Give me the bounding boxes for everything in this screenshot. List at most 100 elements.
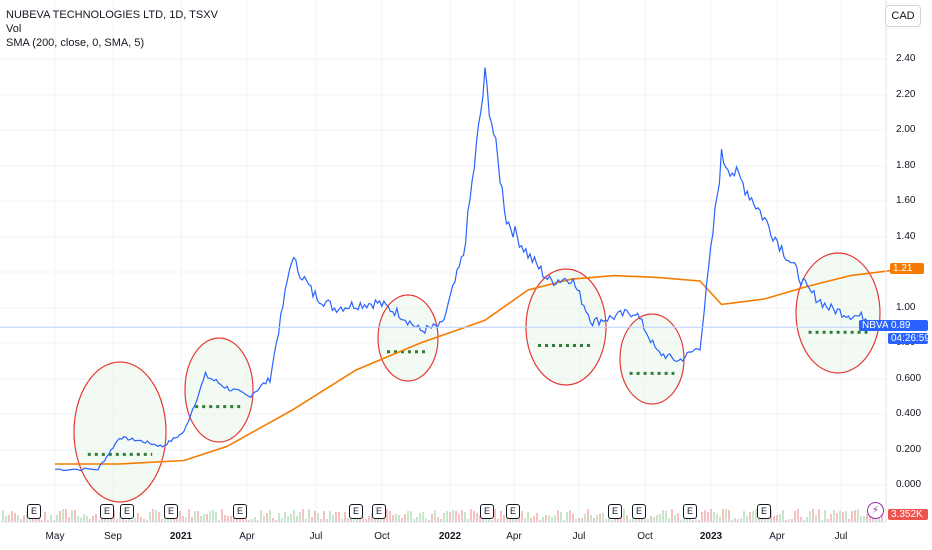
sma-line xyxy=(55,269,894,465)
volume-bar xyxy=(422,512,424,522)
volume-bar xyxy=(206,514,208,522)
volume-bar xyxy=(338,512,340,522)
volume-bar xyxy=(740,518,742,522)
earnings-marker[interactable]: E xyxy=(757,504,771,519)
volume-bar xyxy=(344,512,346,522)
currency-button[interactable]: CAD xyxy=(885,5,921,27)
volume-bar xyxy=(734,518,736,522)
earnings-marker[interactable]: E xyxy=(349,504,363,519)
volume-bar xyxy=(278,513,280,522)
x-tick-label: Jul xyxy=(572,531,586,542)
volume-bar xyxy=(374,518,376,522)
volume-bar xyxy=(155,510,157,522)
volume-bar xyxy=(809,511,811,522)
earnings-marker[interactable]: E xyxy=(120,504,134,519)
y-tick-label: 1.80 xyxy=(896,160,916,171)
volume-bar xyxy=(329,511,331,522)
volume-bar xyxy=(728,510,730,522)
earnings-marker[interactable]: E xyxy=(27,504,41,519)
volume-bar xyxy=(578,518,580,522)
volume-bar xyxy=(629,519,631,522)
volume-bar xyxy=(812,509,814,522)
volume-bar xyxy=(707,512,709,522)
volume-bar xyxy=(407,511,409,522)
earnings-marker[interactable]: E xyxy=(100,504,114,519)
volume-bar xyxy=(569,510,571,522)
volume-bar xyxy=(770,510,772,522)
volume-bar xyxy=(395,514,397,522)
volume-bar xyxy=(548,515,550,522)
volume-bar xyxy=(104,518,106,522)
volume-bar xyxy=(647,519,649,522)
y-tick-label: 0.200 xyxy=(896,444,922,455)
x-tick-label: Jul xyxy=(309,531,323,542)
volume-bar xyxy=(530,518,532,522)
volume-bar xyxy=(5,516,7,522)
x-tick-label: Oct xyxy=(374,531,390,542)
earnings-marker[interactable]: E xyxy=(608,504,622,519)
volume-bar xyxy=(554,515,556,522)
volume-bar xyxy=(848,519,850,522)
volume-bar xyxy=(311,517,313,522)
x-tick-label: May xyxy=(45,531,65,542)
volume-bar xyxy=(797,509,799,522)
volume-bar xyxy=(713,512,715,522)
chart-legend: NUBEVA TECHNOLOGIES LTD, 1D, TSXV Vol SM… xyxy=(6,8,218,50)
volume-bar xyxy=(128,517,130,522)
volume-bar xyxy=(656,515,658,522)
volume-bar xyxy=(335,512,337,522)
earnings-marker[interactable]: E xyxy=(632,504,646,519)
volume-bar xyxy=(845,511,847,522)
volume-bar xyxy=(755,509,757,522)
volume-bar xyxy=(401,518,403,522)
volume-bar xyxy=(704,510,706,522)
earnings-marker[interactable]: E xyxy=(164,504,178,519)
volume-bar xyxy=(611,520,613,522)
volume-bar xyxy=(614,519,616,522)
volume-bar xyxy=(581,518,583,522)
volume-bar xyxy=(563,520,565,522)
volume-bar xyxy=(47,520,49,522)
volume-bar xyxy=(254,517,256,522)
volume-bar xyxy=(146,520,148,522)
earnings-marker[interactable]: E xyxy=(683,504,697,519)
volume-bar xyxy=(863,516,865,522)
volume-bar xyxy=(737,519,739,522)
volume-bar xyxy=(215,512,217,522)
annotation-circle xyxy=(184,337,254,443)
volume-bar xyxy=(188,509,190,522)
volume-bar xyxy=(473,511,475,522)
y-tick-label: 2.20 xyxy=(896,89,916,100)
volume-bar xyxy=(503,515,505,522)
earnings-marker[interactable]: E xyxy=(480,504,494,519)
volume-bar xyxy=(41,520,43,522)
volume-bar xyxy=(203,514,205,522)
volume-bar xyxy=(368,516,370,522)
volume-bar xyxy=(785,520,787,522)
earnings-marker[interactable]: E xyxy=(506,504,520,519)
volume-bar xyxy=(32,519,34,522)
volume-bar xyxy=(23,515,25,522)
volume-bar xyxy=(842,512,844,522)
volume-bar xyxy=(851,511,853,522)
volume-bar xyxy=(257,520,259,522)
volume-bar xyxy=(209,511,211,522)
volume-bar xyxy=(731,520,733,522)
volume-bar xyxy=(149,512,151,522)
volume-bar xyxy=(434,510,436,522)
lightning-icon[interactable]: ⚡ xyxy=(867,502,884,519)
volume-bar xyxy=(326,519,328,522)
volume-bars xyxy=(2,509,883,522)
volume-bar xyxy=(533,516,535,522)
volume-bar xyxy=(692,520,694,522)
earnings-marker[interactable]: E xyxy=(372,504,386,519)
volume-bar xyxy=(749,512,751,522)
x-tick-label: 2021 xyxy=(169,531,193,542)
earnings-marker[interactable]: E xyxy=(233,504,247,519)
volume-bar xyxy=(545,515,547,522)
volume-bar xyxy=(590,515,592,522)
x-tick-label: 2023 xyxy=(699,531,723,542)
volume-bar xyxy=(833,510,835,522)
volume-bar xyxy=(821,520,823,522)
